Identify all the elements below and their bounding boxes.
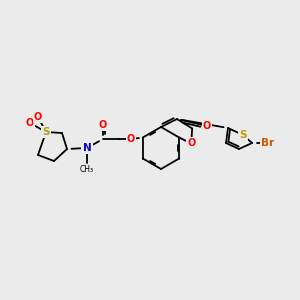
Text: O: O bbox=[187, 139, 195, 148]
Text: O: O bbox=[203, 121, 211, 131]
Text: O: O bbox=[127, 134, 135, 144]
Text: N: N bbox=[82, 143, 91, 153]
Text: Br: Br bbox=[261, 138, 274, 148]
Text: O: O bbox=[26, 118, 34, 128]
Text: O: O bbox=[99, 120, 107, 130]
Text: S: S bbox=[42, 127, 50, 137]
Text: S: S bbox=[239, 130, 247, 140]
Text: O: O bbox=[34, 112, 42, 122]
Text: CH₃: CH₃ bbox=[80, 165, 94, 174]
